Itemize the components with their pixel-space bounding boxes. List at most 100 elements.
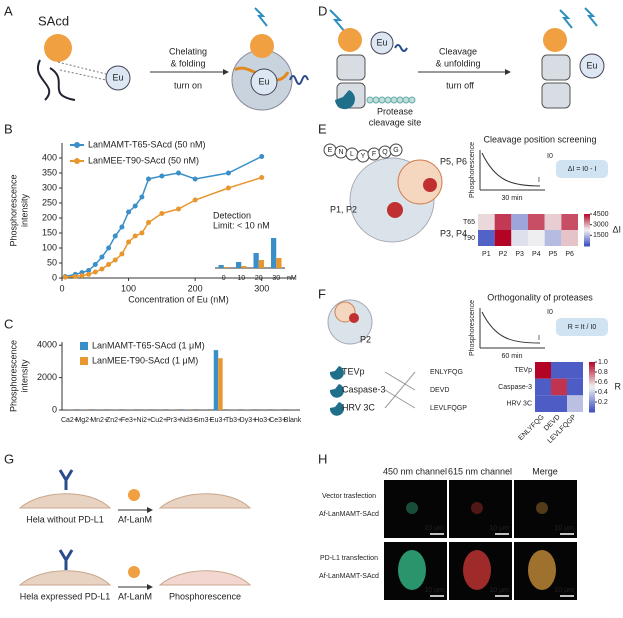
shape	[372, 96, 380, 104]
colorbar	[589, 377, 595, 380]
colorbar	[589, 382, 595, 385]
label: DEVD	[430, 387, 449, 394]
label: Af-LanM	[118, 591, 152, 601]
colorbar-tick-label: 0.2	[598, 399, 608, 406]
x-tick-label: Ca2+	[61, 417, 78, 424]
shape	[74, 142, 80, 148]
bar	[223, 267, 229, 268]
y-tick-label: 200	[42, 212, 57, 222]
x-tick-label: Tb3+	[225, 417, 241, 424]
colorbar-tick-label: 1.0	[598, 359, 608, 366]
connector	[384, 389, 416, 409]
label: & folding	[170, 58, 205, 68]
shape	[378, 96, 386, 104]
x-tick-label: Ho3+	[254, 417, 271, 424]
data-point	[225, 170, 231, 176]
bar	[218, 358, 223, 410]
panel-letter: G	[4, 451, 14, 466]
colorbar	[589, 367, 595, 370]
label: ΔI = I0 - I	[568, 166, 597, 173]
shape	[37, 59, 76, 101]
shape	[158, 570, 252, 586]
x-tick-label: 30	[272, 275, 280, 282]
x-tick-label: Mn2+	[90, 417, 108, 424]
x-axis-title: Concentration of Eu (nM)	[128, 294, 229, 304]
data-point	[126, 209, 132, 215]
shape	[349, 313, 359, 323]
colorbar-tick-label: 1500	[593, 232, 609, 239]
x-tick-label: 200	[188, 283, 203, 293]
shape	[396, 96, 404, 104]
label: 30 min	[501, 195, 522, 202]
label: Cleavage	[439, 46, 477, 56]
heat-cell	[544, 230, 562, 246]
scale-bar: 10 μm	[424, 525, 444, 532]
x-tick-label: 20	[255, 275, 263, 282]
colorbar	[584, 234, 590, 237]
x-tick-label: P2	[499, 251, 508, 258]
colorbar	[589, 399, 595, 403]
x-tick-label: 10	[237, 275, 245, 282]
label: PD-L1 transfection	[320, 555, 378, 562]
data-point	[112, 257, 118, 263]
y-tick-label: 350	[42, 167, 57, 177]
x-tick-label: P1	[482, 251, 491, 258]
cell-signal	[463, 550, 491, 590]
heat-cell	[567, 395, 583, 412]
shape	[384, 96, 392, 104]
shape	[366, 96, 374, 104]
colorbar-tick-label: 4500	[593, 211, 609, 218]
micrograph	[449, 480, 512, 538]
y-tick-label: 0	[52, 272, 57, 282]
shape	[329, 402, 344, 416]
shape	[74, 158, 80, 164]
label: HRV 3C	[342, 402, 375, 412]
x-tick-label: Fe3+	[121, 417, 137, 424]
colorbar	[589, 394, 595, 398]
x-tick-label: Ni2+	[137, 417, 152, 424]
shape	[387, 202, 403, 218]
colorbar	[589, 404, 595, 408]
shape	[408, 96, 416, 104]
micrograph	[384, 480, 447, 538]
bar	[271, 238, 277, 268]
heat-cell	[528, 230, 545, 246]
label: P5, P6	[440, 156, 467, 166]
shape	[128, 566, 140, 578]
heat-cell	[535, 362, 551, 379]
colorbar	[589, 372, 595, 375]
colorbar	[584, 238, 590, 241]
colorbar	[589, 379, 595, 383]
legend-label: LanMAMT-T65-SAcd (50 nM)	[88, 139, 206, 149]
heat-cell	[478, 230, 495, 246]
colorbar	[589, 369, 595, 373]
colorbar	[584, 215, 590, 218]
data-point	[192, 176, 198, 182]
x-tick-label: Dy3+	[240, 417, 257, 424]
legend-swatch	[80, 342, 88, 350]
colorbar	[584, 230, 590, 233]
x-tick-label: P5	[549, 251, 558, 258]
data-point	[146, 220, 152, 225]
heat-cell	[511, 214, 528, 230]
bar	[241, 266, 247, 268]
data-point	[176, 170, 181, 176]
scale-bar: 10 μm	[489, 587, 509, 594]
cell-signal	[471, 502, 483, 514]
micrograph	[514, 480, 577, 538]
y-tick-label: 2000	[37, 372, 57, 382]
shape	[556, 318, 608, 336]
panel-letter: D	[318, 3, 327, 18]
data-point	[112, 233, 118, 239]
shape	[44, 34, 72, 62]
y-tick-label: Caspase-3	[498, 384, 532, 391]
colorbar	[589, 374, 595, 378]
colorbar	[584, 228, 590, 231]
label: Chelating	[169, 46, 207, 56]
panel-letter: A	[4, 3, 13, 18]
label: turn off	[446, 80, 474, 90]
data-point	[62, 274, 68, 280]
x-tick-label: P3	[515, 251, 524, 258]
x-tick-label: Pr3+	[166, 417, 181, 424]
